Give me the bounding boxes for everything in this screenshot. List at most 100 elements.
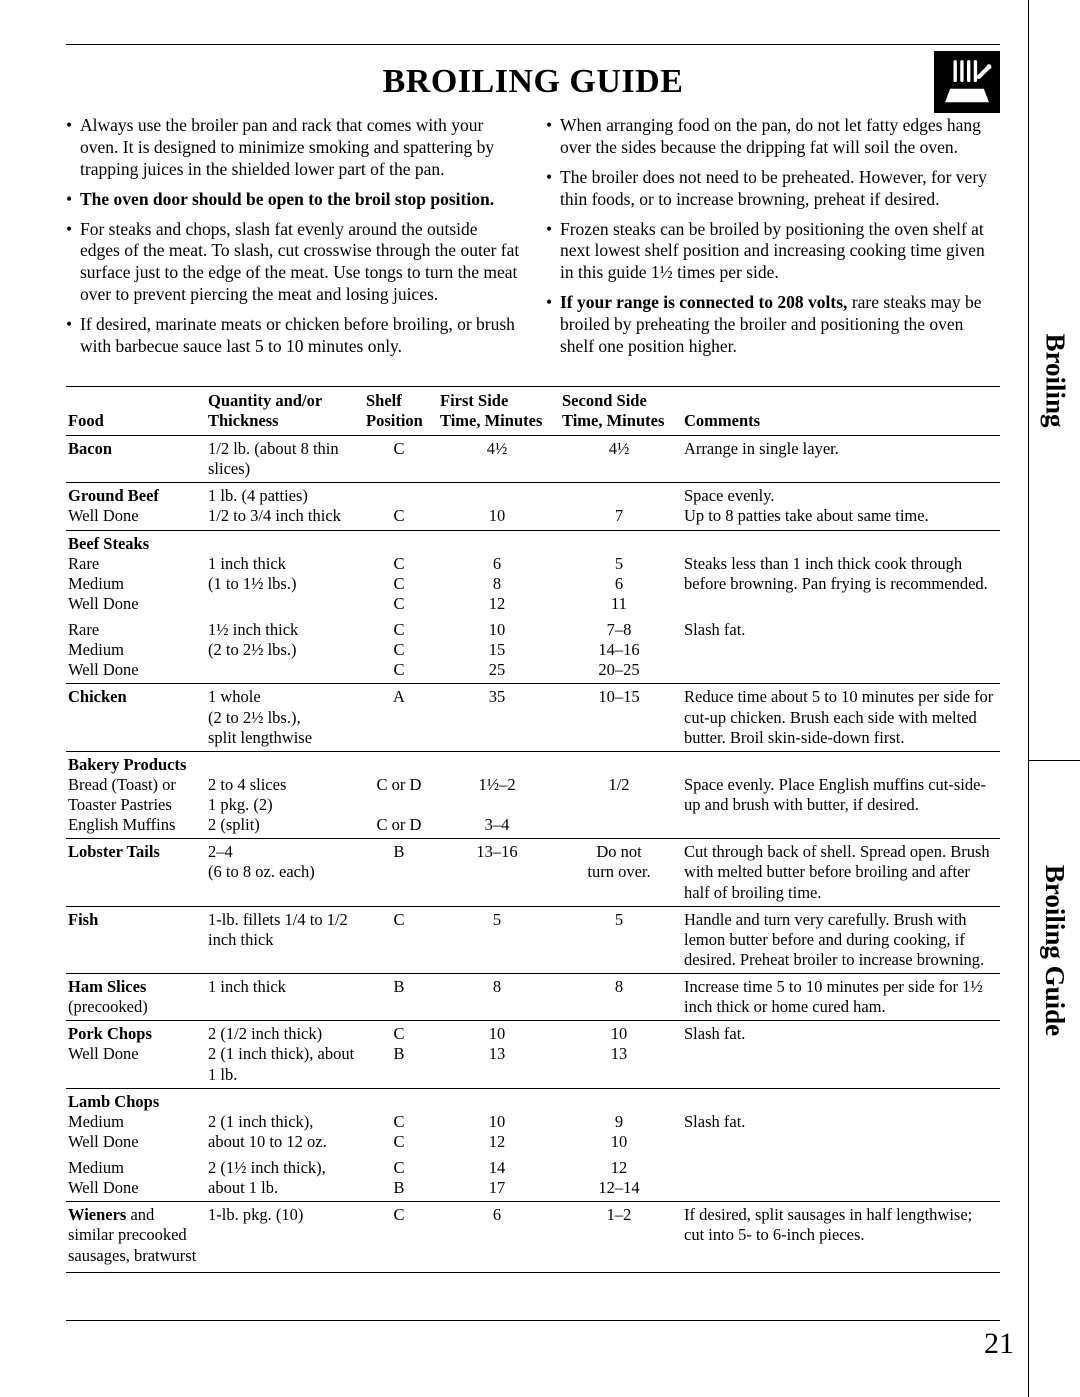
table-cell: Space evenly. Place English muffins cut-… [682,751,1000,839]
table-cell: 1013 [560,1021,682,1088]
table-row: Beef SteaksRareMediumWell Done1 inch thi… [66,530,1000,617]
table-cell: 1013 [438,1021,560,1088]
table-cell: Do notturn over. [560,839,682,906]
table-cell: Handle and turn very carefully. Brush wi… [682,906,1000,973]
table-cell: 10–15 [560,684,682,751]
table-cell: 101525 [438,617,560,684]
tip-item: If desired, marinate meats or chicken be… [66,314,520,358]
table-cell: 1½–23–4 [438,751,560,839]
table-row: Fish1-lb. fillets 1/4 to 1/2 inch thickC… [66,906,1000,973]
table-cell: Ground BeefWell Done [66,483,206,530]
table-cell: Pork ChopsWell Done [66,1021,206,1088]
tip-item: Always use the broiler pan and rack that… [66,115,520,181]
table-cell: Increase time 5 to 10 minutes per side f… [682,974,1000,1021]
table-cell: 5611 [560,530,682,617]
tips-right-col: When arranging food on the pan, do not l… [546,115,1000,366]
table-cell: Lobster Tails [66,839,206,906]
table-cell: 1 whole(2 to 2½ lbs.),split lengthwise [206,684,364,751]
table-row: MediumWell Done2 (1½ inch thick),about 1… [66,1155,1000,1202]
table-row: Bakery ProductsBread (Toast) orToaster P… [66,751,1000,839]
side-tab-top: Broiling [1029,280,1080,480]
side-tab-bottom: Broiling Guide [1029,790,1080,1110]
table-cell: 1-lb. pkg. (10) [206,1202,364,1272]
table-cell: 35 [438,684,560,751]
table-cell: CB [364,1021,438,1088]
table-cell: 2 (1/2 inch thick)2 (1 inch thick), abou… [206,1021,364,1088]
table-row: Ground BeefWell Done1 lb. (4 patties)1/2… [66,483,1000,530]
table-cell: 1/2 lb. (about 8 thin slices) [206,436,364,483]
table-row: Wieners and similar precooked sausages, … [66,1202,1000,1272]
table-cell: 2 to 4 slices1 pkg. (2)2 (split) [206,751,364,839]
table-cell: 13–16 [438,839,560,906]
tip-item: Frozen steaks can be broiled by position… [546,219,1000,285]
table-cell: 1-lb. fillets 1/4 to 1/2 inch thick [206,906,364,973]
table-cell: 1212–14 [560,1155,682,1202]
table-cell: A [364,684,438,751]
table-cell: C [364,436,438,483]
table-row: Bacon1/2 lb. (about 8 thin slices)C4½4½A… [66,436,1000,483]
table-cell: 1/2 [560,751,682,839]
table-cell: 6812 [438,530,560,617]
table-cell: 8 [560,974,682,1021]
table-cell: 5 [438,906,560,973]
table-cell: 1–2 [560,1202,682,1272]
table-cell: Arrange in single layer. [682,436,1000,483]
table-cell: 1417 [438,1155,560,1202]
side-tab-top-label: Broiling [1040,333,1071,427]
table-cell: 2 (1 inch thick),about 10 to 12 oz. [206,1088,364,1155]
title-row: BROILING GUIDE [66,45,1000,115]
table-cell: RareMediumWell Done [66,617,206,684]
table-cell: 4½ [438,436,560,483]
table-cell: 7 [560,483,682,530]
table-cell: Slash fat. [682,617,1000,684]
table-cell: 2–4(6 to 8 oz. each) [206,839,364,906]
table-cell: Lamb ChopsMediumWell Done [66,1088,206,1155]
table-cell: Chicken [66,684,206,751]
footer-rule [66,1320,1000,1321]
tips-left-col: Always use the broiler pan and rack that… [66,115,520,366]
table-cell: C [364,906,438,973]
table-cell: Space evenly.Up to 8 patties take about … [682,483,1000,530]
page-title: BROILING GUIDE [383,63,684,101]
table-cell: 1 inch thick(1 to 1½ lbs.) [206,530,364,617]
table-row: RareMediumWell Done1½ inch thick(2 to 2½… [66,617,1000,684]
table-cell: 910 [560,1088,682,1155]
table-cell: C or DC or D [364,751,438,839]
tip-item: The oven door should be open to the broi… [66,189,520,211]
table-cell: 10 [438,483,560,530]
side-tab-separator [1029,760,1080,761]
side-tab-strip: Broiling Broiling Guide [1028,0,1080,1397]
table-cell: MediumWell Done [66,1155,206,1202]
table-header: Comments [682,386,1000,435]
page-content: BROILING GUIDE Always use the broiler pa… [66,44,1000,1273]
table-cell: Reduce time about 5 to 10 minutes per si… [682,684,1000,751]
table-cell: 6 [438,1202,560,1272]
page-number: 21 [984,1327,1014,1361]
table-cell: Slash fat. [682,1021,1000,1088]
table-row: Lamb ChopsMediumWell Done2 (1 inch thick… [66,1088,1000,1155]
table-cell: CC [364,1088,438,1155]
tip-item: When arranging food on the pan, do not l… [546,115,1000,159]
broil-icon [934,51,1000,113]
side-tab-bottom-label: Broiling Guide [1040,864,1071,1035]
table-cell: B [364,839,438,906]
tip-item: For steaks and chops, slash fat evenly a… [66,219,520,307]
table-cell: Cut through back of shell. Spread open. … [682,839,1000,906]
table-cell: 8 [438,974,560,1021]
table-cell: Slash fat. [682,1088,1000,1155]
table-cell [682,1155,1000,1202]
table-cell: CB [364,1155,438,1202]
table-cell: 4½ [560,436,682,483]
table-cell: B [364,974,438,1021]
table-cell: Fish [66,906,206,973]
table-cell: CCC [364,530,438,617]
table-cell: Wieners and similar precooked sausages, … [66,1202,206,1272]
table-cell: Steaks less than 1 inch thick cook throu… [682,530,1000,617]
tip-item: The broiler does not need to be preheate… [546,167,1000,211]
table-header: Quantity and/orThickness [206,386,364,435]
table-header: Second SideTime, Minutes [560,386,682,435]
intro-columns: Always use the broiler pan and rack that… [66,115,1000,366]
table-cell: If desired, split sausages in half lengt… [682,1202,1000,1272]
table-cell: Ham Slices(precooked) [66,974,206,1021]
table-cell: 1 lb. (4 patties)1/2 to 3/4 inch thick [206,483,364,530]
